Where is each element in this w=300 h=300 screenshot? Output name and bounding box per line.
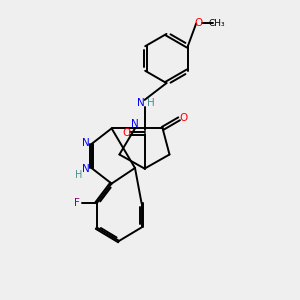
Text: CH₃: CH₃ <box>208 19 225 28</box>
Text: N: N <box>82 164 89 175</box>
Text: O: O <box>122 128 131 139</box>
Text: H: H <box>75 169 82 180</box>
Text: F: F <box>74 198 80 208</box>
Text: N: N <box>131 119 139 129</box>
Text: O: O <box>179 113 187 123</box>
Text: H: H <box>147 98 155 109</box>
Text: N: N <box>82 137 89 148</box>
Text: O: O <box>194 18 203 28</box>
Text: N: N <box>137 98 145 109</box>
